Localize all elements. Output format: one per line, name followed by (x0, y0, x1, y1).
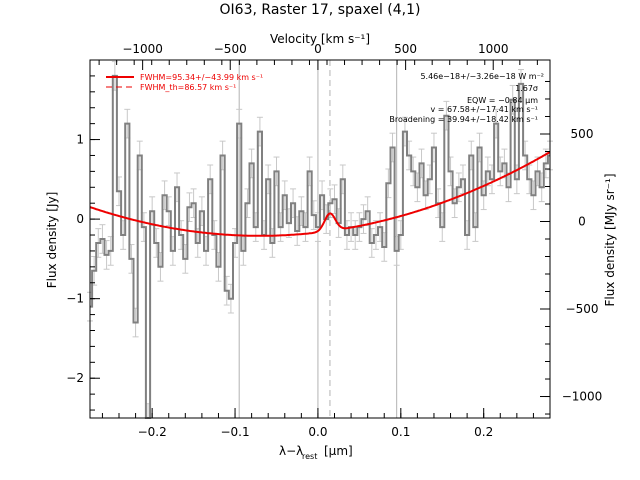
x-tick-label-4: 0.2 (474, 425, 493, 439)
x-label-unit: [μm] (324, 444, 353, 458)
x-tick-label-2: 0.0 (308, 425, 327, 439)
right-tick-label-2: 0 (578, 214, 586, 228)
y-label-right: Flux density [MJy sr⁻¹] (603, 173, 617, 306)
right-tick-label-0: −1000 (562, 390, 603, 404)
annotation-sigma: 1.67σ (515, 84, 538, 93)
spectrum-series (90, 74, 550, 419)
x-axis-label: λ−λ rest [μm] (279, 444, 353, 461)
y-tick-label-2: 0 (76, 212, 84, 226)
x-tick-label-0: −0.2 (138, 425, 167, 439)
y-tick-label-1: −1 (66, 292, 84, 306)
top-tick-label-3: 500 (394, 42, 417, 56)
fit-curve (89, 151, 551, 237)
x-label-sub: rest (302, 452, 317, 461)
spectrum-line (90, 74, 550, 419)
annotation-flux: 5.46e−18+/−3.26e−18 W m⁻² (420, 72, 544, 81)
legend: FWHM=95.34+/−43.99 km s⁻¹ FWHM_th=86.57 … (106, 73, 263, 92)
legend-fwhm-th-label: FWHM_th=86.57 km s⁻¹ (140, 83, 236, 92)
chart-title: OI63, Raster 17, spaxel (4,1) (220, 2, 421, 18)
annotation-eqw: EQW = −0.84 μm (467, 96, 538, 105)
top-tick-label-2: 0 (314, 42, 322, 56)
y-tick-label-0: −2 (66, 371, 84, 385)
x-tick-label-3: 0.1 (391, 425, 410, 439)
fit-annotations: 5.46e−18+/−3.26e−18 W m⁻² 1.67σ EQW = −0… (389, 72, 544, 124)
plot-area (90, 60, 550, 418)
ticks: −0.2 −0.1 0.0 0.1 0.2 −2 −1 0 1 −1000 −500 0 500 −100… (66, 42, 602, 439)
x-tick-label-1: −0.1 (220, 425, 249, 439)
top-tick-label-0: −1000 (122, 42, 163, 56)
fit-series (89, 151, 551, 237)
plot-background (90, 60, 550, 418)
right-tick-label-3: 500 (571, 127, 594, 141)
annotation-broadening: Broadening = 39.94+/−18.42 km s⁻¹ (389, 115, 538, 124)
y-label-left: Flux density [Jy] (45, 192, 59, 289)
x-label-main: λ−λ (279, 444, 303, 458)
right-tick-label-1: −500 (566, 302, 599, 316)
y-tick-label-3: 1 (76, 133, 84, 147)
top-tick-label-1: −500 (214, 42, 247, 56)
legend-fwhm-label: FWHM=95.34+/−43.99 km s⁻¹ (140, 73, 263, 82)
top-axis-label: Velocity [km s⁻¹] (270, 32, 370, 46)
annotation-velocity: v = 67.58+/−17.41 km s⁻¹ (430, 105, 538, 114)
top-tick-label-4: 1000 (478, 42, 509, 56)
